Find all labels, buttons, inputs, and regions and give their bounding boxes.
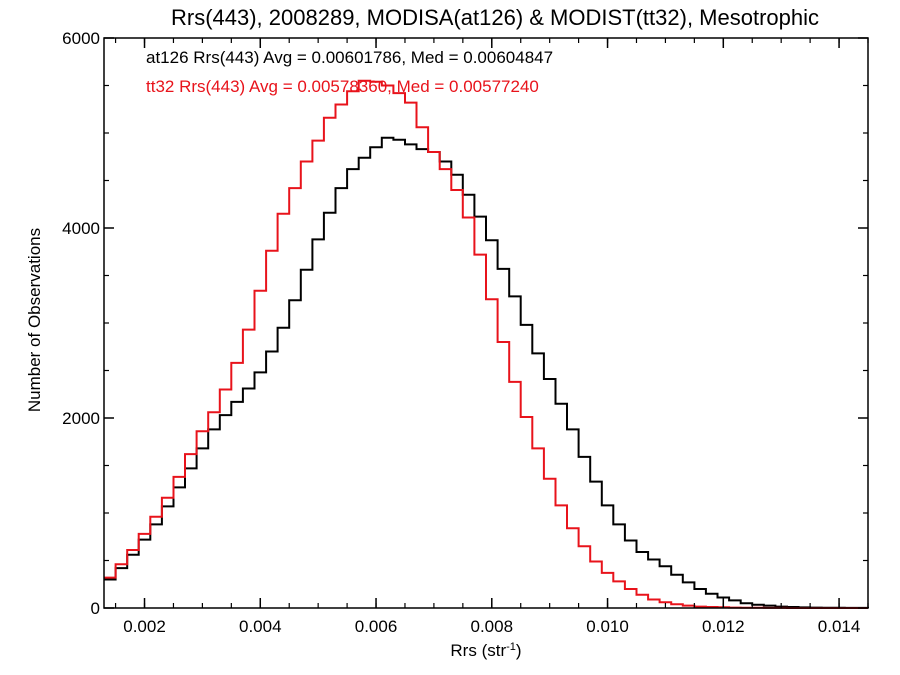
y-axis-label: Number of Observations [25, 228, 44, 412]
y-tick-label: 2000 [62, 409, 100, 428]
x-axis-label-base: Rrs (str [450, 641, 506, 660]
x-axis-label: Rrs (str-1) [450, 641, 521, 660]
y-axis-ticks: 0 2000 4000 6000 [62, 29, 868, 618]
x-axis-label-sup: -1 [506, 641, 516, 653]
histogram-series-1 [104, 79, 868, 609]
x-tick-label: 0.010 [586, 617, 629, 636]
x-tick-label: 0.006 [355, 617, 398, 636]
series-layer [104, 79, 869, 609]
x-tick-label: 0.012 [702, 617, 745, 636]
x-tick-label: 0.014 [818, 617, 861, 636]
avg-med-label-at126: at126 Rrs(443) Avg = 0.00601786, Med = 0… [146, 48, 553, 67]
y-tick-label: 0 [91, 599, 100, 618]
x-tick-label: 0.002 [123, 617, 166, 636]
plot-frame [103, 37, 869, 609]
histogram-series-0 [104, 136, 869, 609]
avg-med-label-tt32: tt32 Rrs(443) Avg = 0.00578360, Med = 0.… [146, 77, 539, 96]
x-axis-label-end: ) [516, 641, 522, 660]
y-tick-label: 6000 [62, 29, 100, 48]
chart-title: Rrs(443), 2008289, MODISA(at126) & MODIS… [171, 5, 819, 30]
x-tick-label: 0.004 [239, 617, 282, 636]
x-axis-ticks: 0.002 0.004 0.006 0.008 0.010 0.012 0.014 [114, 38, 869, 636]
x-tick-label: 0.008 [471, 617, 514, 636]
y-tick-label: 4000 [62, 219, 100, 238]
